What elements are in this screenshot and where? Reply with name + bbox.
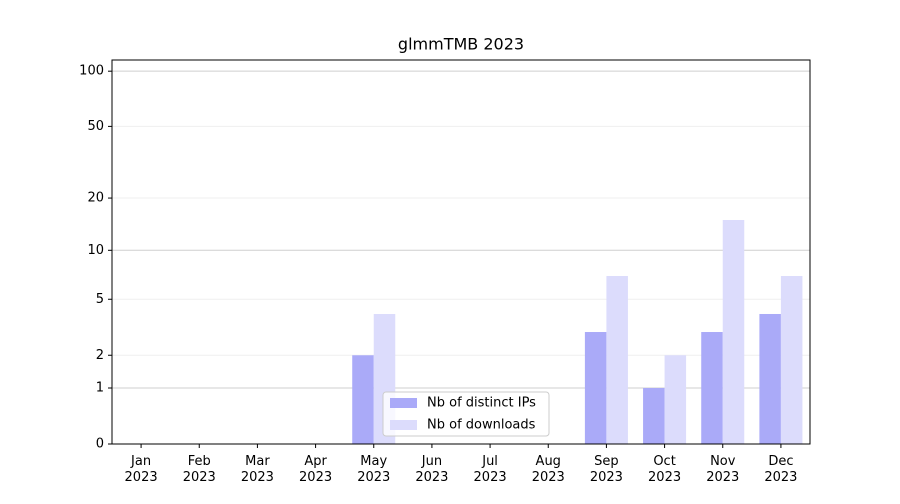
x-tick-label: Mar 2023 — [241, 454, 274, 485]
x-tick-label: Sep 2023 — [590, 454, 623, 485]
bar — [701, 332, 723, 444]
legend: Nb of distinct IPs Nb of downloads — [382, 391, 550, 437]
x-tick-label: Jul 2023 — [474, 454, 507, 485]
legend-box — [382, 391, 550, 437]
bar — [722, 220, 745, 444]
bar — [352, 355, 374, 444]
y-tick-label: 10 — [87, 243, 104, 258]
x-tick-label: Feb 2023 — [183, 454, 216, 485]
y-tick-label: 100 — [79, 64, 104, 79]
y-tick-label: 1 — [96, 381, 104, 396]
y-tick-label: 5 — [96, 292, 104, 307]
x-tick-label: Oct 2023 — [648, 454, 681, 485]
x-tick-label: Jun 2023 — [415, 454, 448, 485]
bar — [584, 332, 607, 444]
plot-frame — [111, 59, 811, 445]
x-tick-label: Nov 2023 — [706, 454, 739, 485]
legend-swatch — [390, 398, 417, 408]
bar — [643, 388, 665, 444]
legend-swatch — [390, 420, 417, 430]
y-tick-label: 2 — [96, 348, 104, 363]
bar — [780, 276, 803, 444]
x-tick-label: May 2023 — [357, 454, 390, 485]
legend-label: Nb of distinct IPs — [427, 396, 536, 411]
bar — [664, 355, 687, 444]
chart-title: glmmTMB 2023 — [398, 35, 524, 54]
x-tick-label: Jan 2023 — [125, 454, 158, 485]
y-tick-label: 50 — [87, 119, 104, 134]
y-tick-label: 0 — [96, 437, 104, 452]
x-tick-label: Dec 2023 — [764, 454, 797, 485]
y-tick-label: 20 — [87, 191, 104, 206]
bar — [759, 313, 781, 444]
x-tick-label: Apr 2023 — [299, 454, 332, 485]
legend-label: Nb of downloads — [427, 418, 536, 433]
x-tick-label: Aug 2023 — [532, 454, 565, 485]
bar — [606, 276, 628, 444]
